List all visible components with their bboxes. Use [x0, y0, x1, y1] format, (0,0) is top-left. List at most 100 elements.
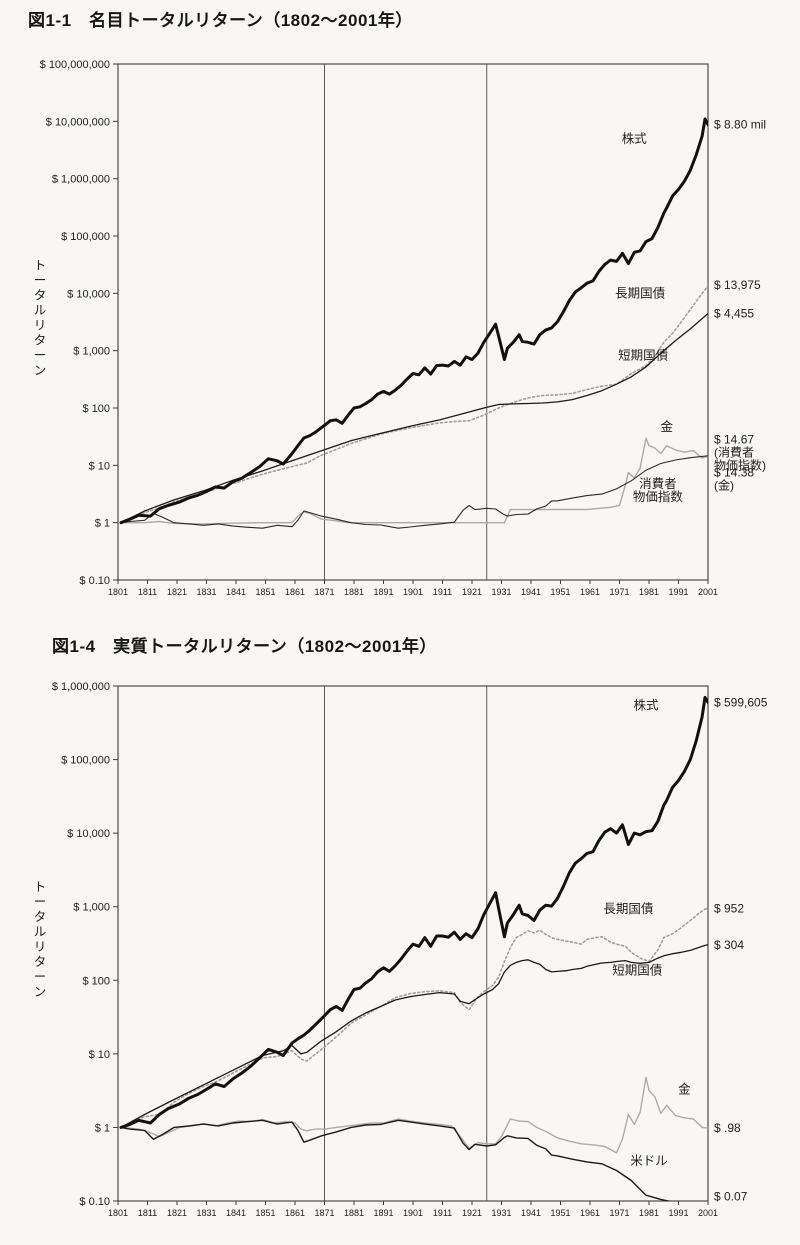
x-tick-label: 1881: [344, 1208, 364, 1218]
y-axis-title-char: タ: [34, 289, 47, 303]
x-tick-label: 1821: [167, 1208, 187, 1218]
end-value-long-bonds: $ 952: [714, 901, 744, 915]
x-tick-label: 1911: [433, 587, 452, 597]
x-tick-label: 1991: [668, 1208, 688, 1218]
end-value-gold: $ 14.38 (金): [714, 465, 754, 492]
x-tick-label: 1891: [373, 587, 393, 597]
series-line-stocks: [119, 695, 708, 1129]
x-tick-label: 1851: [255, 587, 275, 597]
y-tick-label: $ 100,000: [61, 231, 110, 243]
x-tick-label: 1801: [108, 587, 128, 597]
y-tick-label: $ 100: [82, 975, 110, 987]
x-tick-label: 1961: [580, 1208, 600, 1218]
x-tick-label: 1901: [403, 587, 423, 597]
x-tick-label: 1901: [403, 1208, 423, 1218]
x-tick-label: 1911: [433, 1208, 452, 1218]
x-tick-label: 1941: [521, 587, 541, 597]
chart-nominal-total-return: $ 100,000,000 $ 10,000,000 $ 1,000,000 $ 10…: [34, 59, 766, 597]
x-tick-label: 1811: [138, 587, 157, 597]
series-line-us-dollar: [120, 1119, 672, 1201]
end-value-long-bonds: $ 13,975: [714, 278, 761, 292]
x-tick-label: 1971: [609, 1208, 629, 1218]
y-axis: $ 100,000,000 $ 10,000,000 $ 1,000,000 $ 10…: [40, 59, 118, 587]
y-tick-label: $ 10,000: [67, 828, 110, 840]
x-axis: 1801 1811 1821 1831 1841 1851 1861 1871 1881 1891…: [108, 1201, 718, 1218]
end-value-gold: $ .98: [714, 1121, 741, 1135]
y-tick-label: $ 1,000: [73, 902, 110, 914]
y-tick-label: $ 1,000,000: [52, 174, 110, 186]
series-line-long-bonds: [120, 907, 708, 1129]
y-axis: $ 1,000,000 $ 100,000 $ 10,000 $ 1,000 $ 100…: [52, 681, 118, 1208]
y-tick-label: $ 0.10: [79, 1196, 110, 1208]
y-tick-label: $ 100: [82, 403, 110, 415]
figure-1-1-title: 図1-1 名目トータルリターン（1802～2001年）: [28, 11, 413, 30]
x-tick-label: 1801: [108, 1208, 128, 1218]
y-tick-label: $ 10,000: [67, 288, 110, 300]
x-tick-label: 1991: [668, 587, 688, 597]
y-tick-label: $ 1,000,000: [52, 681, 110, 693]
chart-real-total-return: $ 1,000,000 $ 100,000 $ 10,000 $ 1,000 $ 100…: [34, 681, 768, 1218]
y-tick-label: $ 10: [89, 1049, 110, 1061]
x-tick-label: 1831: [196, 587, 216, 597]
y-axis-title-char: ー: [34, 970, 47, 984]
end-value-short-bonds: $ 304: [714, 938, 744, 952]
series-label-stocks: 株式: [634, 697, 660, 712]
y-axis-title-char: ト: [34, 880, 47, 894]
y-axis-title-char: リ: [34, 319, 47, 333]
series-line-short-bonds: [120, 312, 708, 524]
x-tick-label: 1931: [491, 1208, 511, 1218]
x-tick-label: 1891: [373, 1208, 393, 1218]
y-axis-title: トータルリターン: [34, 880, 47, 999]
y-axis-title: トータルリターン: [34, 259, 47, 378]
x-tick-label: 1971: [609, 587, 629, 597]
series-line-cpi: [120, 455, 708, 529]
series-line-stocks: [119, 117, 708, 525]
x-tick-label: 1961: [580, 587, 600, 597]
x-tick-label: 1981: [639, 1208, 659, 1218]
y-axis-title-char: タ: [34, 334, 47, 348]
series-line-gold: [120, 1076, 708, 1154]
plot-border: [117, 63, 709, 581]
series-line-short-bonds: [120, 944, 708, 1129]
y-tick-label: $ 1: [95, 518, 110, 530]
x-tick-label: 1941: [521, 1208, 541, 1218]
x-tick-label: 1931: [491, 587, 511, 597]
y-axis-title-char: ト: [34, 259, 47, 273]
series-line-gold: [120, 437, 708, 525]
x-tick-label: 1831: [196, 1208, 216, 1218]
x-tick-label: 1951: [550, 587, 570, 597]
end-value-us-dollar: $ 0.07: [714, 1190, 748, 1204]
y-axis-title-char: リ: [34, 940, 47, 954]
y-axis-title-char: タ: [34, 910, 47, 924]
series-label-short-bonds: 短期国債: [618, 348, 668, 363]
y-axis-title-char: ン: [34, 985, 47, 999]
y-axis-title-char: ー: [34, 349, 47, 363]
y-tick-label: $ 1,000: [73, 346, 110, 358]
series-label-gold: 金: [660, 419, 673, 434]
end-value-stocks: $ 8.80 mil: [714, 118, 766, 132]
x-tick-label: 1821: [167, 587, 187, 597]
x-axis: 1801 1811 1821 1831 1841 1851 1861 1871 1881 1891…: [108, 580, 718, 597]
x-tick-label: 1841: [226, 1208, 246, 1218]
x-tick-label: 1921: [462, 1208, 482, 1218]
x-tick-label: 1861: [285, 1208, 305, 1218]
x-tick-label: 1881: [344, 587, 364, 597]
end-value-short-bonds: $ 4,455: [714, 306, 754, 320]
x-tick-label: 1851: [255, 1208, 275, 1218]
y-axis-title-char: ル: [34, 925, 47, 939]
series-label-gold: 金: [678, 1081, 691, 1096]
x-tick-label: 2001: [698, 587, 718, 597]
x-tick-label: 1841: [226, 587, 246, 597]
series-line-long-bonds: [120, 284, 708, 524]
series-label-stocks: 株式: [622, 131, 648, 146]
y-tick-label: $ 100,000: [61, 755, 110, 767]
y-tick-label: $ 1: [95, 1122, 110, 1134]
x-tick-label: 1981: [639, 587, 659, 597]
series-label-short-bonds: 短期国債: [612, 962, 662, 977]
figure-1-4-title: 図1-4 実質トータルリターン（1802～2001年）: [52, 637, 437, 656]
end-value-cpi: $ 14.67 (消費者物価指数): [714, 433, 766, 473]
x-tick-label: 1811: [138, 1208, 157, 1218]
y-axis-title-char: ー: [34, 895, 47, 909]
